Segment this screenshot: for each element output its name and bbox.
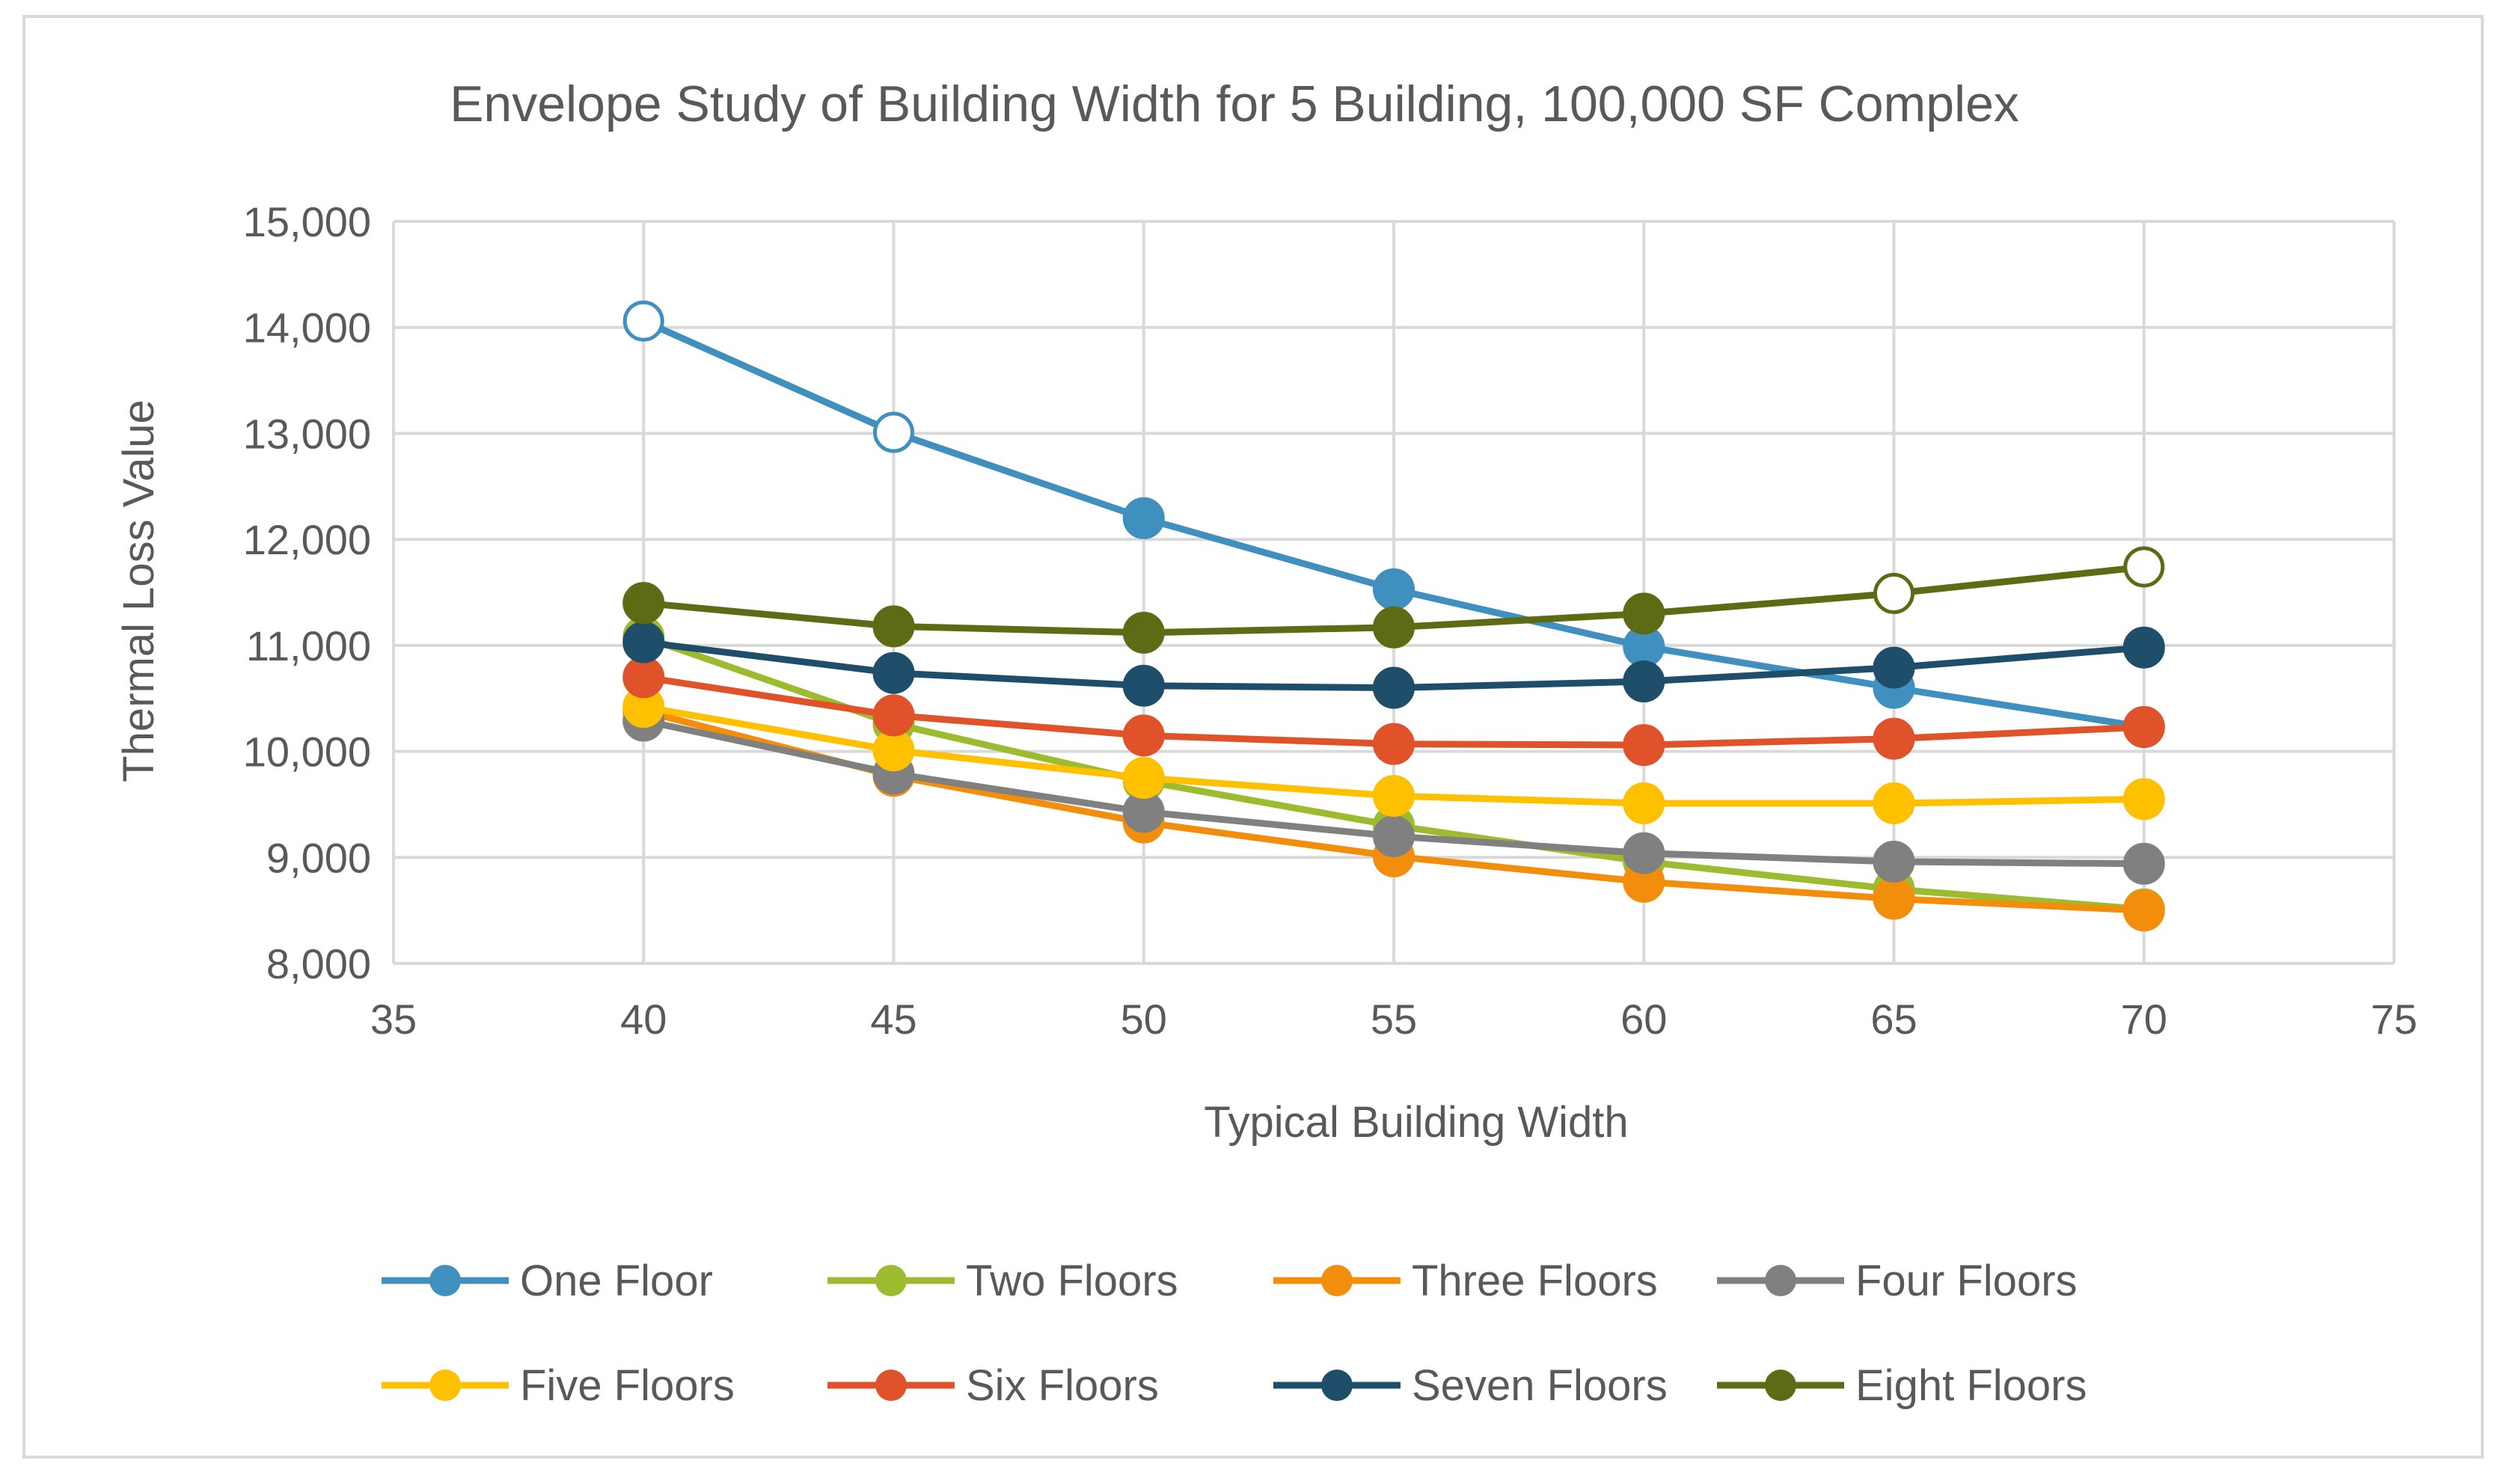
legend-label: Six Floors (966, 1361, 1159, 1410)
x-tick-label: 60 (1620, 996, 1667, 1043)
x-tick-label: 40 (620, 996, 667, 1043)
y-tick-label: 10,000 (243, 729, 371, 776)
legend-label: Seven Floors (1412, 1361, 1668, 1410)
data-point-eight-floors (622, 582, 665, 625)
x-tick-label: 50 (1121, 996, 1167, 1043)
data-point-seven-floors (622, 621, 665, 663)
data-point-five-floors (1122, 757, 1165, 799)
legend-label: Four Floors (1855, 1257, 2078, 1305)
data-point-five-floors (1373, 775, 1415, 818)
data-point-one-floor (622, 300, 664, 342)
data-point-five-floors (1623, 782, 1665, 825)
data-point-seven-floors (1373, 666, 1415, 709)
data-point-four-floors (1623, 832, 1665, 874)
legend-swatch-marker (875, 1370, 907, 1401)
series-five-floors (622, 686, 2165, 825)
legend-item-six-floors: Six Floors (827, 1361, 1159, 1410)
legend-item-five-floors: Five Floors (382, 1361, 735, 1410)
data-point-one-floor (1373, 568, 1415, 610)
data-point-eight-floors (1122, 611, 1165, 654)
legend-item-one-floor: One Floor (382, 1257, 713, 1305)
x-tick-label: 35 (370, 996, 417, 1043)
x-tick-label: 65 (1870, 996, 1917, 1043)
data-point-four-floors (1373, 815, 1415, 857)
data-point-one-floor (1122, 497, 1165, 539)
legend-item-three-floors: Three Floors (1273, 1257, 1658, 1305)
chart-title: Envelope Study of Building Width for 5 B… (450, 76, 2019, 132)
data-point-six-floors (1873, 717, 1915, 760)
y-tick-label: 14,000 (243, 304, 371, 352)
y-tick-label: 15,000 (243, 198, 371, 245)
data-point-seven-floors (1623, 660, 1665, 703)
x-tick-label: 55 (1371, 996, 1417, 1043)
series-layer (622, 300, 2165, 932)
data-point-four-floors (2122, 842, 2165, 885)
series-six-floors (622, 656, 2165, 767)
data-point-five-floors (2122, 778, 2165, 821)
legend-swatch-marker (429, 1265, 461, 1296)
data-point-six-floors (872, 694, 915, 737)
legend-swatch-marker (1765, 1370, 1796, 1401)
y-tick-label: 9,000 (266, 834, 371, 881)
data-point-five-floors (1873, 782, 1915, 825)
data-point-one-floor (873, 411, 914, 453)
data-point-seven-floors (1122, 664, 1165, 707)
legend-label: One Floor (520, 1257, 713, 1305)
x-tick-labels: 35 40 45 50 55 60 65 70 75 (370, 996, 2417, 1043)
legend-swatch-marker (1321, 1265, 1353, 1296)
legend-item-eight-floors: Eight Floors (1717, 1361, 2087, 1410)
legend-label: Eight Floors (1855, 1361, 2087, 1410)
data-point-seven-floors (872, 651, 915, 694)
data-point-eight-floors (1873, 572, 1914, 614)
y-tick-label: 11,000 (246, 622, 371, 669)
y-tick-label: 12,000 (243, 516, 371, 563)
legend-label: Two Floors (966, 1257, 1178, 1305)
data-point-four-floors (1873, 840, 1915, 883)
data-point-eight-floors (872, 605, 915, 648)
data-point-six-floors (1373, 723, 1415, 765)
legend-item-two-floors: Two Floors (827, 1257, 1178, 1305)
legend-label: Three Floors (1412, 1257, 1658, 1305)
data-point-eight-floors (1623, 592, 1665, 635)
y-tick-label: 13,000 (243, 410, 371, 457)
y-tick-label: 8,000 (266, 940, 371, 987)
legend-label: Five Floors (520, 1361, 735, 1410)
y-tick-labels: 8,000 9,000 10,000 11,000 12,000 13,000 14,000… (243, 198, 371, 987)
legend: One Floor Two Floors Three Floors Four Floo… (382, 1257, 2087, 1410)
data-point-eight-floors (1373, 606, 1415, 649)
legend-swatch-marker (429, 1370, 461, 1401)
data-point-six-floors (1122, 714, 1165, 757)
legend-swatch-marker (1321, 1370, 1353, 1401)
legend-swatch-marker (1765, 1265, 1796, 1296)
legend-item-four-floors: Four Floors (1717, 1257, 2078, 1305)
x-tick-label: 75 (2371, 996, 2417, 1043)
legend-swatch-marker (875, 1265, 907, 1296)
x-tick-label: 45 (870, 996, 916, 1043)
series-eight-floors (622, 546, 2165, 654)
data-point-six-floors (2122, 705, 2165, 748)
data-point-three-floors (1873, 877, 1915, 920)
data-point-three-floors (2122, 889, 2165, 932)
data-point-seven-floors (2122, 626, 2165, 669)
x-axis-label: Typical Building Width (1204, 1098, 1628, 1147)
data-point-six-floors (1623, 724, 1665, 767)
series-seven-floors (622, 621, 2165, 709)
y-axis-label: Thermal Loss Value (114, 399, 163, 782)
data-point-seven-floors (1873, 646, 1915, 689)
x-tick-label: 70 (2121, 996, 2167, 1043)
legend-item-seven-floors: Seven Floors (1273, 1361, 1668, 1410)
data-point-eight-floors (2123, 546, 2165, 588)
